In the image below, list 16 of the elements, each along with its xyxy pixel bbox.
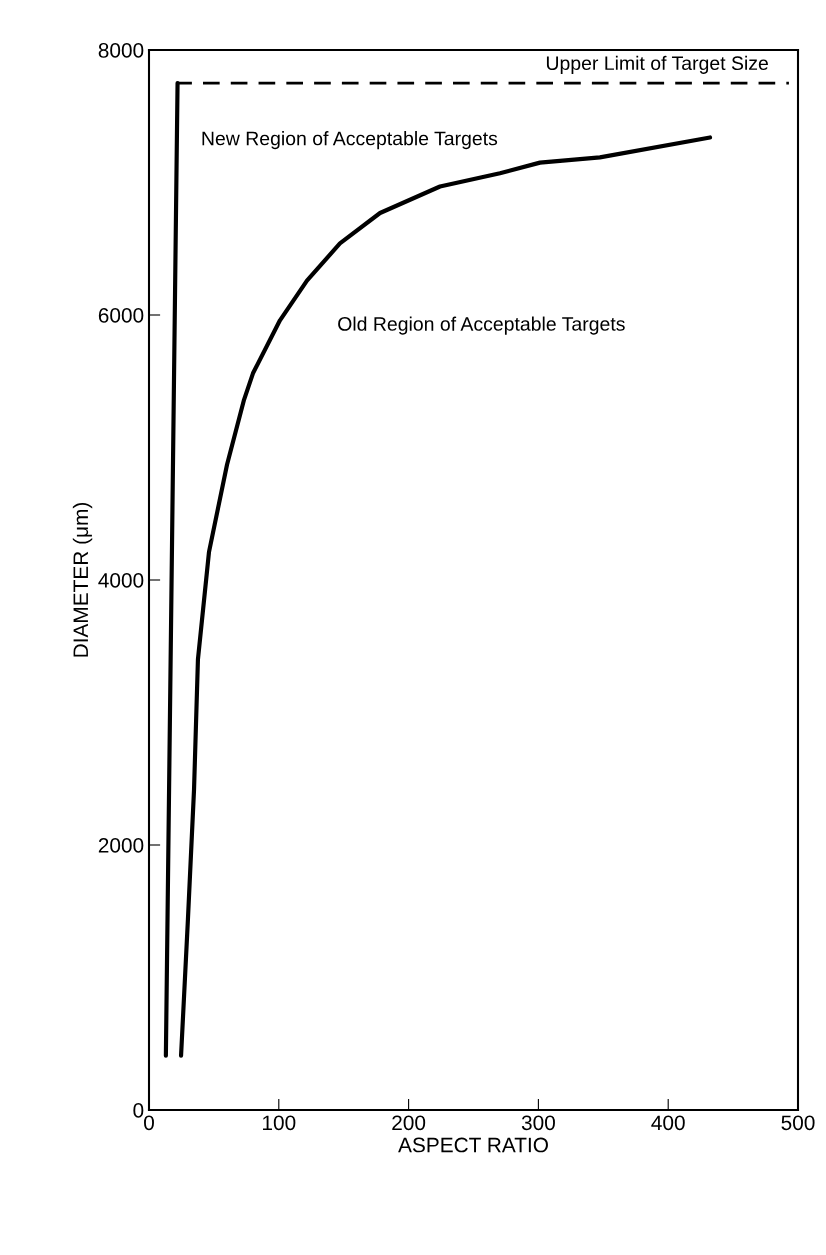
annotation: Old Region of Acceptable Targets (338, 316, 625, 335)
x-tick-label: 100 (263, 1115, 296, 1131)
y-tick-label: 2000 (98, 838, 144, 853)
annotation: Upper Limit of Target Size (546, 55, 768, 74)
x-tick-label: 500 (781, 1115, 815, 1131)
x-tick-label: 0 (144, 1115, 154, 1131)
x-tick-label: 200 (392, 1115, 426, 1131)
x-axis-title: ASPECT RATIO (398, 1137, 548, 1153)
y-tick-label: 8000 (98, 43, 144, 58)
y-tick-label: 4000 (98, 573, 144, 588)
annotation: New Region of Acceptable Targets (202, 131, 498, 150)
y-tick-label: 6000 (98, 308, 144, 323)
y-tick-label: 0 (133, 1103, 144, 1118)
x-tick-label: 300 (521, 1115, 555, 1131)
x-tick-label: 400 (651, 1115, 685, 1131)
y-axis-title: DIAMETER (μm) (72, 502, 93, 657)
